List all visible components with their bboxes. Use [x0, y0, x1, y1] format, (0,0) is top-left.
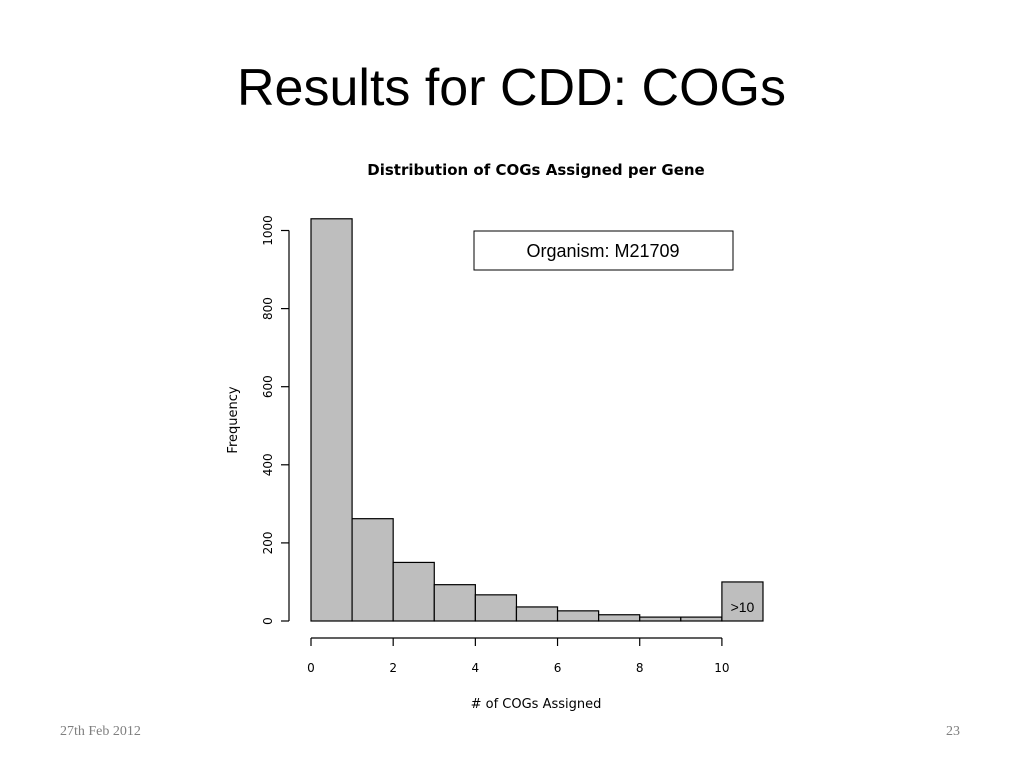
y-axis: 0 200 400 600 800 1000 [261, 215, 290, 625]
page-number: 23 [946, 724, 960, 739]
y-axis-label: Frequency [226, 386, 241, 453]
x-tick-label: 4 [472, 661, 480, 675]
y-tick-label: 400 [261, 453, 275, 476]
y-tick-label: 0 [261, 617, 275, 625]
y-tick-label: 600 [261, 375, 275, 398]
x-axis-label: # of COGs Assigned [471, 697, 602, 712]
organism-label: Organism: M21709 [526, 241, 679, 261]
histogram-bar [392, 561, 435, 622]
histogram-bar [515, 606, 559, 622]
x-tick-label: 10 [714, 661, 729, 675]
histogram-bar [351, 518, 394, 622]
y-tick-label: 200 [261, 531, 275, 554]
x-tick-label: 2 [389, 661, 397, 675]
organism-legend-box: Organism: M21709 [473, 230, 734, 271]
histogram-bar [556, 610, 600, 622]
histogram-bar [310, 218, 353, 622]
slide-title: Results for CDD: COGs [237, 59, 786, 117]
footer-date: 27th Feb 2012 [60, 724, 141, 739]
y-tick-label: 1000 [261, 215, 275, 246]
histogram-bar [680, 616, 723, 622]
y-tick-label: 800 [261, 297, 275, 320]
histogram-bar [639, 616, 682, 622]
histogram-bar [721, 581, 764, 622]
x-axis: 0 2 4 6 8 10 [307, 637, 730, 675]
x-tick-label: 0 [307, 661, 315, 675]
histogram-bar [433, 584, 476, 622]
histogram-bar [474, 594, 518, 622]
x-tick-label: 6 [554, 661, 562, 675]
histogram-bar [598, 614, 641, 622]
bars-group: >10 [310, 218, 764, 622]
bar-label: >10 [731, 599, 755, 615]
chart-title: Distribution of COGs Assigned per Gene [367, 161, 704, 179]
x-tick-label: 8 [636, 661, 644, 675]
